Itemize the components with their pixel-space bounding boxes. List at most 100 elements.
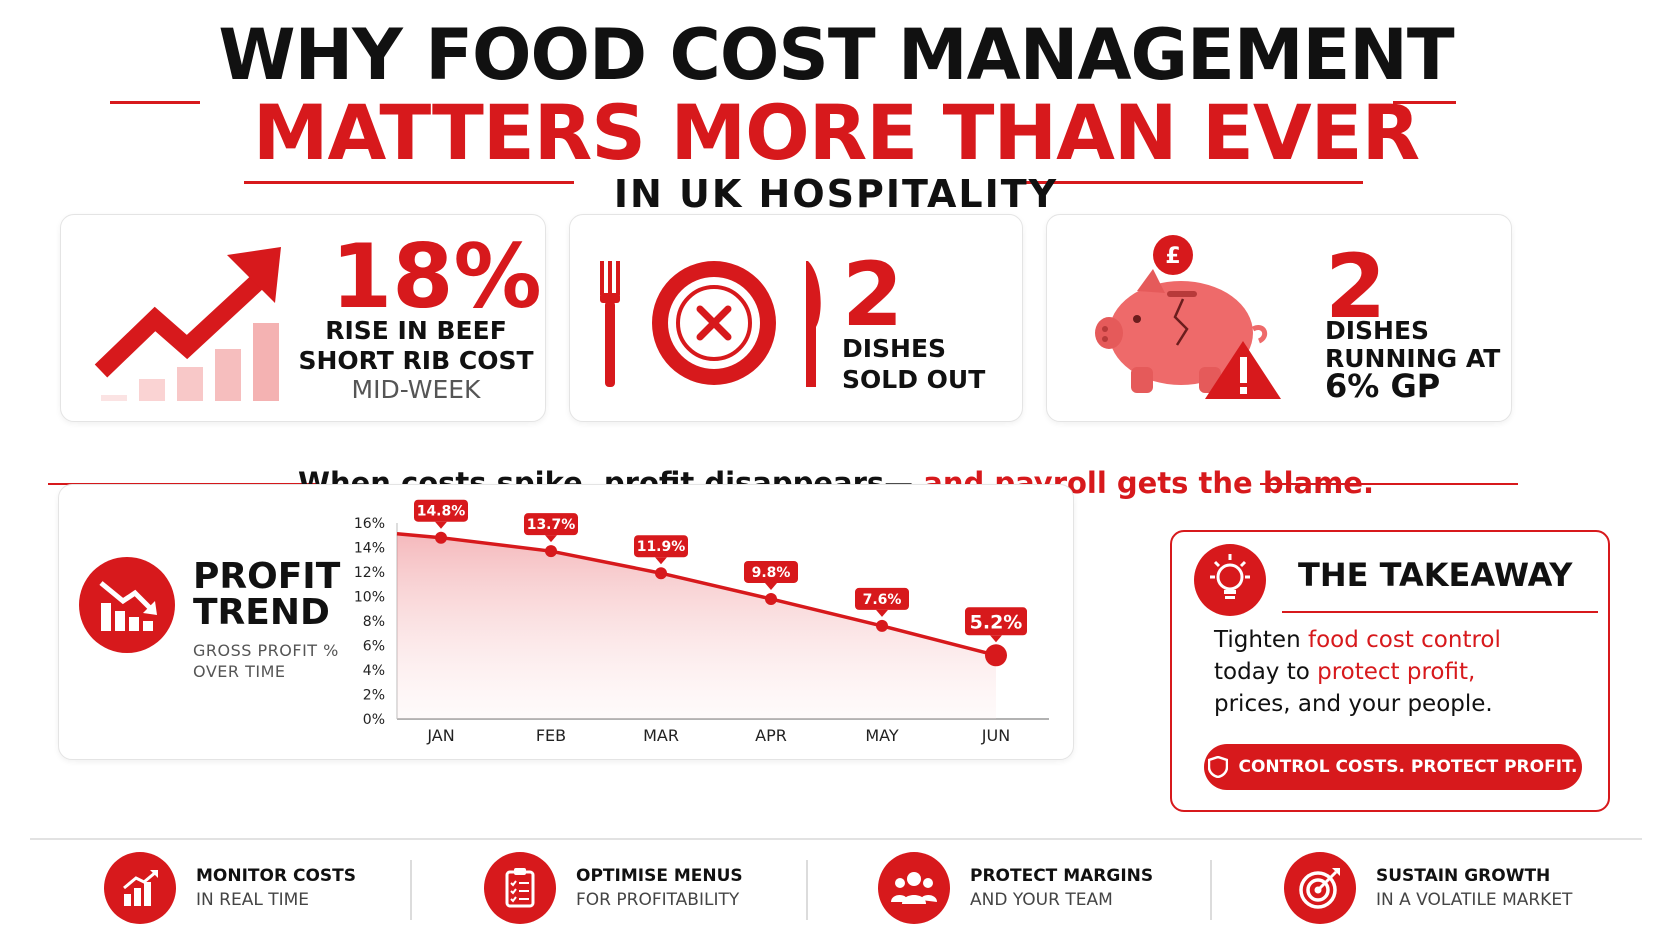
bottom-divider	[30, 838, 1642, 840]
subtitle-rule-right	[1026, 181, 1363, 184]
piggy-bank-warning-icon: £	[1095, 235, 1281, 399]
data-label: 13.7%	[527, 517, 576, 533]
stat-value-sold-out: 2	[842, 243, 904, 346]
takeaway-body-3: prices, and your people.	[1214, 691, 1493, 717]
data-point	[435, 531, 447, 544]
data-label-pointer	[990, 635, 1002, 643]
stat-card-low-gp: £ 2 DISHES RUNNING AT 6% GP	[1046, 214, 1512, 422]
trend-up-arrow-icon	[94, 247, 281, 401]
data-label: 14.8%	[417, 504, 466, 520]
profit-trend-sub-1: GROSS PROFIT %	[193, 641, 339, 660]
feature-title: MONITOR COSTS	[196, 866, 356, 886]
data-label-pointer	[435, 521, 447, 529]
feature-separator	[410, 860, 412, 920]
feature-title: OPTIMISE MENUS	[576, 866, 743, 886]
takeaway-body-red-1: food cost control	[1307, 627, 1501, 653]
x-tick-label: FEB	[536, 726, 566, 745]
y-tick-label: 6%	[363, 639, 385, 655]
feature-sub: AND YOUR TEAM	[970, 890, 1113, 910]
feature-optimise-menus: OPTIMISE MENUS FOR PROFITABILITY	[484, 848, 743, 928]
data-label-badge	[744, 560, 798, 583]
data-label-pointer	[765, 582, 777, 590]
feature-title: SUSTAIN GROWTH	[1376, 866, 1551, 886]
control-costs-button[interactable]: CONTROL COSTS. PROTECT PROFIT.	[1204, 744, 1582, 790]
data-label: 11.9%	[637, 539, 686, 555]
feature-sub: IN A VOLATILE MARKET	[1376, 890, 1573, 910]
data-label: 9.8%	[752, 565, 791, 581]
takeaway-body-2: today to	[1214, 659, 1318, 685]
data-label-badge	[634, 535, 688, 558]
stat-line1-low-gp: DISHES	[1325, 316, 1430, 345]
shield-icon	[1208, 756, 1229, 778]
y-tick-label: 10%	[354, 590, 385, 606]
data-label-pointer	[545, 535, 557, 543]
clipboard-checklist-icon	[484, 852, 556, 924]
feature-monitor-costs: MONITOR COSTS IN REAL TIME	[104, 848, 356, 928]
data-point	[985, 644, 1007, 667]
stat-line1-sold-out: DISHES	[842, 334, 947, 363]
coin-symbol: £	[1165, 244, 1180, 269]
profit-trend-sub-2: OVER TIME	[193, 662, 286, 681]
control-costs-button-label: CONTROL COSTS. PROTECT PROFIT.	[1238, 757, 1578, 777]
feature-sub: IN REAL TIME	[196, 890, 309, 910]
target-arrow-icon	[1284, 852, 1356, 924]
y-tick-label: 8%	[363, 614, 385, 630]
stat-card-sold-out: 2 DISHES SOLD OUT	[569, 214, 1023, 422]
feature-protect-margins: PROTECT MARGINS AND YOUR TEAM	[878, 848, 1153, 928]
title-rule-left	[110, 101, 200, 104]
feature-separator	[1210, 860, 1212, 920]
feature-sub: FOR PROFITABILITY	[576, 890, 740, 910]
data-label-pointer	[876, 609, 888, 617]
data-point	[655, 567, 667, 580]
takeaway-title: THE TAKEAWAY	[1298, 556, 1573, 594]
stat-highlight-low-gp: 6% GP	[1325, 367, 1441, 405]
callout-rule-right	[1260, 483, 1518, 485]
lightbulb-icon	[1194, 544, 1266, 616]
data-label-badge	[855, 587, 909, 610]
x-tick-label: MAR	[643, 726, 679, 745]
stat-value-low-gp: 2	[1325, 235, 1387, 338]
profit-trend-title-2: TREND	[193, 592, 330, 633]
title-line-3: IN UK HOSPITALITY	[613, 172, 1059, 216]
takeaway-body: Tighten food cost control today to prote…	[1214, 624, 1501, 720]
y-tick-label: 2%	[363, 688, 385, 704]
stat-line2-low-gp: RUNNING AT	[1325, 344, 1501, 373]
bar-chart-up-icon	[104, 852, 176, 924]
data-label-pointer	[655, 557, 667, 565]
y-tick-label: 16%	[354, 516, 385, 532]
profit-area	[397, 533, 996, 719]
data-label: 7.6%	[863, 592, 902, 608]
stat-value-beef: 18%	[331, 225, 542, 328]
stat-line2-sold-out: SOLD OUT	[842, 365, 986, 394]
profit-trend-card: PROFIT TREND GROSS PROFIT % OVER TIME 0%…	[58, 484, 1074, 760]
y-tick-label: 4%	[363, 663, 385, 679]
data-point	[765, 592, 777, 605]
data-label-badge	[414, 499, 468, 522]
takeaway-body-1: Tighten	[1214, 627, 1308, 653]
takeaway-card: THE TAKEAWAY Tighten food cost control t…	[1170, 530, 1610, 812]
stat-line2-beef: SHORT RIB COST	[298, 346, 534, 375]
y-tick-label: 14%	[354, 541, 385, 557]
y-tick-label: 12%	[354, 565, 385, 581]
title-rule-right	[1393, 101, 1456, 104]
data-label-badge	[965, 607, 1027, 636]
profit-trend-chart: 0% 2% 4% 6% 8% 10% 12% 14% 16% JAN FEB MAR APR MAY JUN…	[354, 499, 1049, 745]
takeaway-rule	[1282, 611, 1598, 613]
y-tick-label: 0%	[363, 712, 385, 728]
x-tick-label: MAY	[865, 726, 899, 745]
data-label: 5.2%	[970, 611, 1023, 633]
data-point	[545, 545, 557, 558]
x-tick-label: JAN	[426, 726, 454, 745]
feature-title: PROTECT MARGINS	[970, 866, 1154, 886]
stat-line1-beef: RISE IN BEEF	[325, 316, 507, 345]
data-point	[876, 619, 888, 632]
profit-trend-title-1: PROFIT	[193, 556, 341, 597]
profit-down-icon	[79, 557, 175, 653]
plate-cross-icon	[600, 261, 821, 387]
feature-separator	[806, 860, 808, 920]
x-tick-label: JUN	[981, 726, 1010, 745]
team-people-icon	[878, 852, 950, 924]
title-line-1: WHY FOOD COST MANAGEMENT	[218, 14, 1454, 96]
data-label-badge	[524, 513, 578, 536]
stat-line3-beef: MID-WEEK	[351, 375, 481, 404]
